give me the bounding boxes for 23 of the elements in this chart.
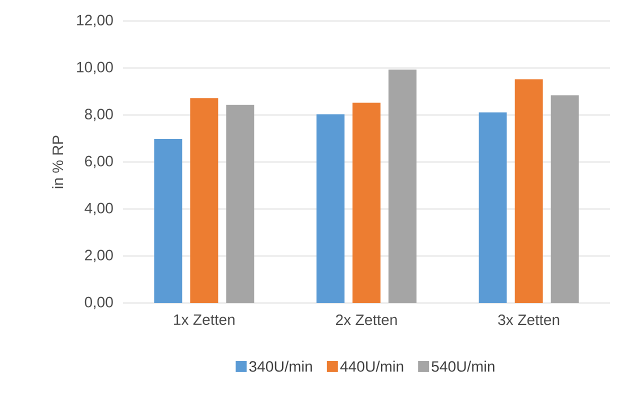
x-tick-label: 1x Zetten <box>174 314 234 325</box>
bar <box>514 79 543 303</box>
bar <box>478 112 507 303</box>
legend-label: 440U/min <box>340 360 404 372</box>
y-axis-title: in % RP <box>52 136 64 188</box>
y-tick-label: 0,00 <box>84 296 113 310</box>
bar <box>388 70 416 303</box>
bar <box>154 138 182 303</box>
y-tick-label: 12,00 <box>77 14 113 28</box>
x-tick-label: 3x Zetten <box>498 314 560 326</box>
bar <box>190 98 218 303</box>
bar <box>316 114 344 303</box>
bar <box>226 104 254 303</box>
bar <box>550 95 579 303</box>
x-tick-label: 2x Zetten <box>336 314 397 326</box>
y-tick-label: 2,00 <box>85 250 113 262</box>
y-tick-label: 8,00 <box>84 108 113 122</box>
y-tick-label: 10,00 <box>77 62 113 74</box>
bar <box>352 102 380 303</box>
y-tick-label: 4,00 <box>84 202 113 216</box>
y-tick-label: 6,00 <box>85 156 113 168</box>
legend-label: 340U/min <box>249 360 312 372</box>
legend-label: 540U/min <box>432 360 494 372</box>
